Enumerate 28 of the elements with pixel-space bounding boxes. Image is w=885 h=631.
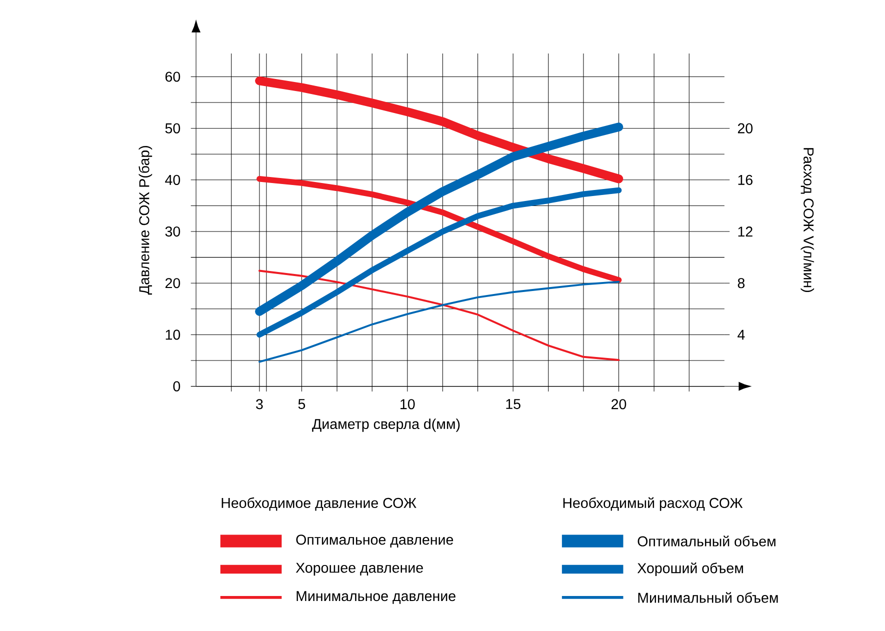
x-tick-label: 15 (506, 399, 520, 410)
legend-label: Оптимальный объем (638, 536, 776, 547)
y2-tick-label: 8 (738, 278, 745, 288)
y-tick-label: 20 (165, 278, 180, 288)
y-tick-label: 60 (166, 72, 180, 82)
y-tick-label: 50 (165, 124, 180, 134)
x-axis-title: Диаметр сверла d(мм) (312, 418, 460, 432)
legend-label: Оптимальное давление (296, 534, 454, 548)
legend-label: Хороший объем (637, 562, 743, 576)
legend-label: Минимальный объем (638, 592, 778, 604)
y2-tick-label: 4 (738, 330, 745, 340)
y2-tick-label: 20 (738, 124, 753, 134)
text: Необходимое давление СОЖ (222, 498, 416, 511)
y-tick-label: 30 (165, 226, 180, 237)
legend-label: Минимальное давление (296, 591, 456, 604)
y-tick-label: 0 (173, 381, 180, 392)
legend-label: Хорошее давление (296, 563, 423, 576)
y2-tick-label: 16 (738, 175, 752, 186)
y-axis-title: Давление СОЖ P(бар) (138, 146, 152, 295)
y2-axis-title: Расход СОЖ V(л/мин) (800, 148, 814, 292)
y-tick-label: 40 (165, 175, 180, 186)
y2-tick-label: 12 (738, 226, 752, 237)
x-tick-label: 5 (298, 399, 306, 410)
x-tick-label: 20 (612, 399, 626, 410)
x-tick-label: 3 (256, 399, 263, 410)
y-tick-label: 10 (166, 330, 180, 340)
text: Необходимый расход СОЖ (563, 498, 743, 512)
x-tick-label: 10 (400, 399, 415, 410)
